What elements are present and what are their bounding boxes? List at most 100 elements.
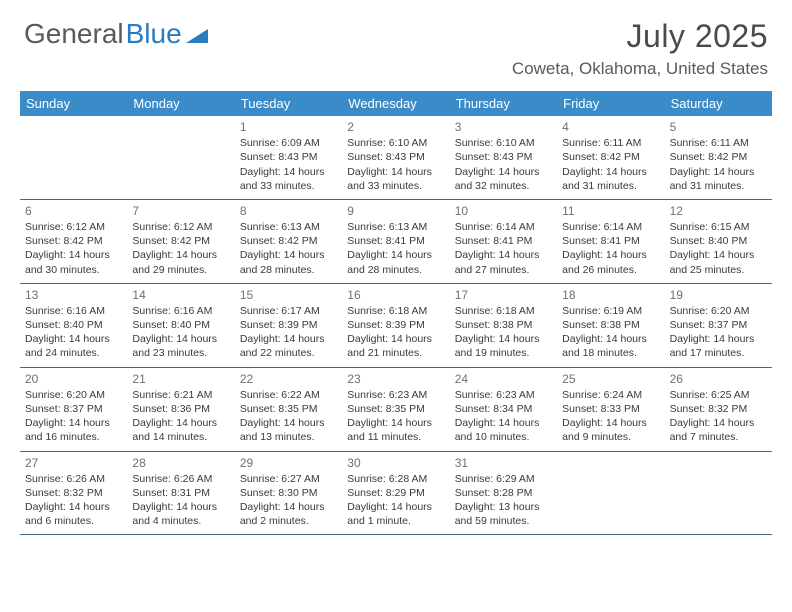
day-header-label: Tuesday — [235, 91, 342, 116]
calendar-cell: 28Sunrise: 6:26 AMSunset: 8:31 PMDayligh… — [127, 452, 234, 535]
daylight-text: Daylight: 14 hours and 21 minutes. — [347, 332, 444, 360]
daylight-text: Daylight: 14 hours and 25 minutes. — [670, 248, 767, 276]
sunset-text: Sunset: 8:29 PM — [347, 486, 444, 500]
day-number: 7 — [132, 203, 229, 219]
sunrise-text: Sunrise: 6:18 AM — [347, 304, 444, 318]
calendar-cell: 6Sunrise: 6:12 AMSunset: 8:42 PMDaylight… — [20, 200, 127, 283]
sunset-text: Sunset: 8:40 PM — [25, 318, 122, 332]
sunset-text: Sunset: 8:42 PM — [670, 150, 767, 164]
sunrise-text: Sunrise: 6:28 AM — [347, 472, 444, 486]
sunrise-text: Sunrise: 6:09 AM — [240, 136, 337, 150]
calendar-cell: 19Sunrise: 6:20 AMSunset: 8:37 PMDayligh… — [665, 284, 772, 367]
sunset-text: Sunset: 8:41 PM — [347, 234, 444, 248]
daylight-text: Daylight: 14 hours and 17 minutes. — [670, 332, 767, 360]
day-number: 31 — [455, 455, 552, 471]
sunset-text: Sunset: 8:41 PM — [455, 234, 552, 248]
sunrise-text: Sunrise: 6:20 AM — [25, 388, 122, 402]
calendar-cell: 13Sunrise: 6:16 AMSunset: 8:40 PMDayligh… — [20, 284, 127, 367]
sunset-text: Sunset: 8:43 PM — [240, 150, 337, 164]
calendar-cell: 22Sunrise: 6:22 AMSunset: 8:35 PMDayligh… — [235, 368, 342, 451]
sunrise-text: Sunrise: 6:14 AM — [455, 220, 552, 234]
calendar-cell: 26Sunrise: 6:25 AMSunset: 8:32 PMDayligh… — [665, 368, 772, 451]
sunrise-text: Sunrise: 6:24 AM — [562, 388, 659, 402]
sunrise-text: Sunrise: 6:25 AM — [670, 388, 767, 402]
daylight-text: Daylight: 14 hours and 19 minutes. — [455, 332, 552, 360]
day-number: 20 — [25, 371, 122, 387]
sunset-text: Sunset: 8:40 PM — [132, 318, 229, 332]
sunrise-text: Sunrise: 6:10 AM — [455, 136, 552, 150]
logo-text-general: General — [24, 18, 124, 50]
daylight-text: Daylight: 14 hours and 32 minutes. — [455, 165, 552, 193]
calendar-cell: 29Sunrise: 6:27 AMSunset: 8:30 PMDayligh… — [235, 452, 342, 535]
daylight-text: Daylight: 14 hours and 18 minutes. — [562, 332, 659, 360]
day-number: 2 — [347, 119, 444, 135]
sunrise-text: Sunrise: 6:21 AM — [132, 388, 229, 402]
day-number: 16 — [347, 287, 444, 303]
sunset-text: Sunset: 8:38 PM — [562, 318, 659, 332]
sunrise-text: Sunrise: 6:16 AM — [132, 304, 229, 318]
sunrise-text: Sunrise: 6:26 AM — [132, 472, 229, 486]
sunrise-text: Sunrise: 6:20 AM — [670, 304, 767, 318]
header: GeneralBlue July 2025 Coweta, Oklahoma, … — [0, 0, 792, 83]
title-block: July 2025 Coweta, Oklahoma, United State… — [512, 18, 768, 79]
sunset-text: Sunset: 8:37 PM — [25, 402, 122, 416]
daylight-text: Daylight: 14 hours and 33 minutes. — [240, 165, 337, 193]
sunrise-text: Sunrise: 6:23 AM — [455, 388, 552, 402]
day-number: 18 — [562, 287, 659, 303]
sunset-text: Sunset: 8:35 PM — [347, 402, 444, 416]
day-header-label: Saturday — [665, 91, 772, 116]
logo: GeneralBlue — [24, 18, 208, 50]
calendar-cell: 15Sunrise: 6:17 AMSunset: 8:39 PMDayligh… — [235, 284, 342, 367]
calendar: SundayMondayTuesdayWednesdayThursdayFrid… — [20, 91, 772, 535]
day-number: 14 — [132, 287, 229, 303]
daylight-text: Daylight: 14 hours and 16 minutes. — [25, 416, 122, 444]
sunrise-text: Sunrise: 6:19 AM — [562, 304, 659, 318]
sunset-text: Sunset: 8:33 PM — [562, 402, 659, 416]
day-number: 6 — [25, 203, 122, 219]
sunrise-text: Sunrise: 6:23 AM — [347, 388, 444, 402]
day-number: 27 — [25, 455, 122, 471]
daylight-text: Daylight: 14 hours and 27 minutes. — [455, 248, 552, 276]
daylight-text: Daylight: 14 hours and 24 minutes. — [25, 332, 122, 360]
daylight-text: Daylight: 14 hours and 11 minutes. — [347, 416, 444, 444]
sunset-text: Sunset: 8:32 PM — [25, 486, 122, 500]
calendar-cell: 1Sunrise: 6:09 AMSunset: 8:43 PMDaylight… — [235, 116, 342, 199]
sunset-text: Sunset: 8:35 PM — [240, 402, 337, 416]
sunrise-text: Sunrise: 6:22 AM — [240, 388, 337, 402]
daylight-text: Daylight: 14 hours and 10 minutes. — [455, 416, 552, 444]
day-number: 30 — [347, 455, 444, 471]
day-number: 5 — [670, 119, 767, 135]
day-number: 24 — [455, 371, 552, 387]
daylight-text: Daylight: 14 hours and 23 minutes. — [132, 332, 229, 360]
month-title: July 2025 — [512, 18, 768, 55]
day-header-label: Wednesday — [342, 91, 449, 116]
sunrise-text: Sunrise: 6:12 AM — [132, 220, 229, 234]
day-number: 10 — [455, 203, 552, 219]
daylight-text: Daylight: 14 hours and 2 minutes. — [240, 500, 337, 528]
daylight-text: Daylight: 14 hours and 14 minutes. — [132, 416, 229, 444]
daylight-text: Daylight: 14 hours and 13 minutes. — [240, 416, 337, 444]
daylight-text: Daylight: 14 hours and 28 minutes. — [240, 248, 337, 276]
sunrise-text: Sunrise: 6:27 AM — [240, 472, 337, 486]
sunrise-text: Sunrise: 6:26 AM — [25, 472, 122, 486]
calendar-week: 13Sunrise: 6:16 AMSunset: 8:40 PMDayligh… — [20, 284, 772, 368]
day-number: 23 — [347, 371, 444, 387]
sunset-text: Sunset: 8:43 PM — [455, 150, 552, 164]
calendar-cell: 9Sunrise: 6:13 AMSunset: 8:41 PMDaylight… — [342, 200, 449, 283]
logo-text-blue: Blue — [126, 18, 182, 50]
calendar-cell-empty — [557, 452, 664, 535]
sunrise-text: Sunrise: 6:16 AM — [25, 304, 122, 318]
day-number: 25 — [562, 371, 659, 387]
daylight-text: Daylight: 14 hours and 26 minutes. — [562, 248, 659, 276]
day-number: 8 — [240, 203, 337, 219]
calendar-week: 27Sunrise: 6:26 AMSunset: 8:32 PMDayligh… — [20, 452, 772, 536]
calendar-cell: 16Sunrise: 6:18 AMSunset: 8:39 PMDayligh… — [342, 284, 449, 367]
daylight-text: Daylight: 14 hours and 1 minute. — [347, 500, 444, 528]
daylight-text: Daylight: 14 hours and 4 minutes. — [132, 500, 229, 528]
calendar-cell: 27Sunrise: 6:26 AMSunset: 8:32 PMDayligh… — [20, 452, 127, 535]
day-header-label: Sunday — [20, 91, 127, 116]
calendar-cell: 4Sunrise: 6:11 AMSunset: 8:42 PMDaylight… — [557, 116, 664, 199]
calendar-cell: 14Sunrise: 6:16 AMSunset: 8:40 PMDayligh… — [127, 284, 234, 367]
day-header-label: Monday — [127, 91, 234, 116]
day-number: 21 — [132, 371, 229, 387]
